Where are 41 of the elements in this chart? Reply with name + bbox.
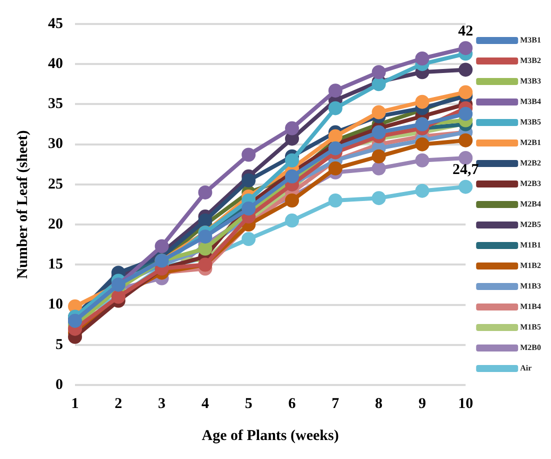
legend-label: M3B2 (520, 56, 542, 66)
x-tick-label: 2 (114, 396, 122, 412)
legend-label: M1B2 (520, 261, 542, 270)
y-tick-label: 15 (48, 256, 63, 273)
legend-label: M2B3 (520, 179, 542, 188)
x-tick-label: 1 (71, 396, 79, 412)
x-tick-label: 9 (418, 396, 426, 412)
legend-label: M1B3 (520, 282, 542, 291)
y-axis-title: Number of Leaf (sheet) (14, 130, 31, 279)
annotation: 42 (458, 23, 474, 40)
y-tick-label: 40 (48, 56, 63, 72)
legend-label: M2B2 (520, 158, 542, 168)
x-tick-label: 5 (244, 396, 252, 412)
x-tick-label: 6 (288, 396, 296, 412)
y-tick-label: 5 (56, 336, 63, 353)
legend-label: Air (520, 364, 532, 373)
legend-label: M3B1 (520, 36, 542, 45)
x-tick-label: 7 (332, 396, 340, 412)
y-tick-label: 10 (48, 296, 63, 313)
legend-label: M2B4 (520, 200, 542, 209)
x-tick-label: 3 (158, 396, 166, 412)
legend-label: M3B4 (520, 97, 542, 106)
legend-label: M2B1 (520, 138, 542, 148)
y-tick-label: 25 (48, 176, 63, 192)
y-tick-label: 20 (48, 216, 63, 232)
y-tick-label: 0 (56, 376, 63, 393)
legend-label: M1B4 (520, 302, 542, 312)
y-tick-label: 45 (48, 16, 63, 32)
annotation: 24,7 (452, 162, 480, 178)
legend-label: M3B5 (520, 118, 542, 127)
x-axis-title: Age of Plants (weeks) (202, 428, 339, 444)
legend-label: M2B0 (520, 343, 542, 352)
x-tick-label: 8 (375, 396, 383, 412)
y-tick-label: 30 (48, 136, 63, 152)
y-tick-label: 35 (48, 96, 63, 112)
legend-label: M1B1 (520, 240, 542, 250)
x-tick-label: 10 (458, 396, 474, 412)
legend-label: M1B5 (520, 322, 542, 332)
legend-label: M3B3 (520, 76, 542, 86)
x-tick-label: 4 (201, 396, 210, 412)
legend-label: M2B5 (520, 220, 542, 230)
